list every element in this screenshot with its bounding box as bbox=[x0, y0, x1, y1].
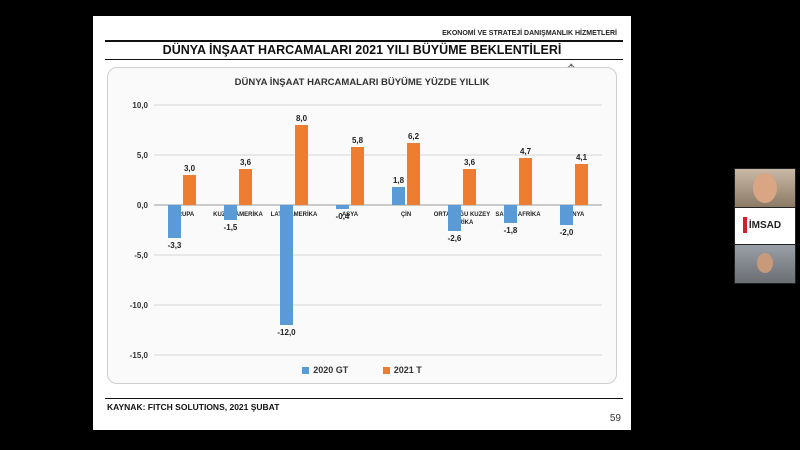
logo-mark-icon bbox=[743, 217, 747, 233]
participant-video-1[interactable] bbox=[734, 168, 796, 208]
y-tick-label: 0,0 bbox=[137, 201, 149, 210]
bar-2021 bbox=[183, 175, 196, 205]
bar-2021 bbox=[407, 143, 420, 205]
legend-label-2020: 2020 GT bbox=[313, 365, 349, 375]
legend-item-2020: 2020 GT bbox=[302, 365, 348, 375]
logo-text: İMSAD bbox=[748, 220, 782, 231]
data-label: -2,6 bbox=[448, 234, 462, 243]
category-label: DÜNYA bbox=[564, 211, 585, 218]
legend-swatch-2021 bbox=[382, 367, 390, 375]
category-label: ASYA bbox=[342, 212, 359, 218]
participant-video-3[interactable] bbox=[734, 244, 796, 284]
data-label: -1,8 bbox=[504, 226, 518, 235]
slide-title: DÜNYA İNŞAAT HARCAMALARI 2021 YILI BÜYÜM… bbox=[162, 43, 562, 57]
chart-title: DÜNYA İNŞAAT HARCAMALARI BÜYÜME YÜZDE YI… bbox=[234, 77, 490, 88]
category-label: ÇİN bbox=[401, 211, 411, 218]
data-label: 4,7 bbox=[520, 147, 532, 156]
bar-2021 bbox=[519, 158, 532, 205]
y-tick-label: 10,0 bbox=[132, 101, 148, 110]
data-label: 6,2 bbox=[408, 132, 420, 141]
data-label: -12,0 bbox=[277, 328, 296, 337]
category-label: AVRUPA bbox=[170, 212, 195, 218]
data-label: -1,5 bbox=[224, 223, 238, 232]
chart: DÜNYA İNŞAAT HARCAMALARI BÜYÜME YÜZDE YI… bbox=[107, 67, 617, 384]
source-divider bbox=[105, 398, 623, 399]
y-tick-label: 5,0 bbox=[137, 151, 149, 160]
header-divider bbox=[105, 40, 623, 42]
data-label: -0,4 bbox=[336, 212, 350, 221]
participant-face-icon bbox=[753, 173, 777, 203]
bar-2021 bbox=[575, 164, 588, 205]
category-label: SAHRA AFRİKA bbox=[495, 211, 541, 218]
data-label: 8,0 bbox=[296, 114, 308, 123]
data-label: 3,0 bbox=[184, 164, 196, 173]
data-label: 1,8 bbox=[393, 176, 405, 185]
data-label: 5,8 bbox=[352, 136, 364, 145]
bar-2020 bbox=[336, 205, 349, 209]
bar-2021 bbox=[295, 125, 308, 205]
legend-label-2021: 2021 T bbox=[393, 365, 422, 375]
bar-2020 bbox=[392, 187, 405, 205]
category-label: ORTADOĞU KUZEY bbox=[434, 210, 491, 218]
chart-plot: 10,0 5,0 0,0 -5,0 -10,0 -15,0 AVRUPA -3,3 3,0 KUZ… bbox=[130, 101, 602, 360]
participant-face-icon bbox=[757, 253, 773, 273]
source-note: KAYNAK: FITCH SOLUTIONS, 2021 ŞUBAT bbox=[107, 402, 280, 412]
data-label: 3,6 bbox=[240, 158, 252, 167]
header-brand: EKONOMİ VE STRATEJİ DANIŞMANLIK HİZMETLE… bbox=[442, 30, 617, 37]
bar-2021 bbox=[239, 169, 252, 205]
presentation-slide: EKONOMİ VE STRATEJİ DANIŞMANLIK HİZMETLE… bbox=[93, 16, 631, 430]
title-divider bbox=[105, 59, 623, 60]
bar-2020 bbox=[448, 205, 461, 231]
bar-2020 bbox=[168, 205, 181, 238]
y-tick-label: -5,0 bbox=[134, 251, 148, 260]
data-label: 3,6 bbox=[464, 158, 476, 167]
y-tick-label: -15,0 bbox=[130, 351, 149, 360]
bar-2021 bbox=[463, 169, 476, 205]
bar-2021 bbox=[351, 147, 364, 205]
y-tick-label: -10,0 bbox=[130, 301, 149, 310]
legend-swatch-2020 bbox=[302, 367, 310, 375]
data-label: 4,1 bbox=[576, 153, 588, 162]
participant-video-logo[interactable]: İMSAD bbox=[734, 207, 796, 245]
category-label: KUZEY AMERİKA bbox=[213, 211, 263, 218]
category-label-line2: AFRİKA bbox=[451, 219, 474, 226]
bar-2020 bbox=[560, 205, 573, 225]
data-label: -3,3 bbox=[168, 241, 182, 250]
bar-2020 bbox=[224, 205, 237, 220]
legend-item-2021: 2021 T bbox=[382, 365, 422, 375]
data-label: -2,0 bbox=[560, 228, 574, 237]
category-label: LATİN AMERİKA bbox=[271, 211, 318, 218]
page-number: 59 bbox=[609, 413, 621, 424]
bar-2020 bbox=[280, 205, 293, 325]
chart-legend: 2020 GT 2021 T bbox=[108, 365, 616, 375]
bar-2020 bbox=[504, 205, 517, 223]
